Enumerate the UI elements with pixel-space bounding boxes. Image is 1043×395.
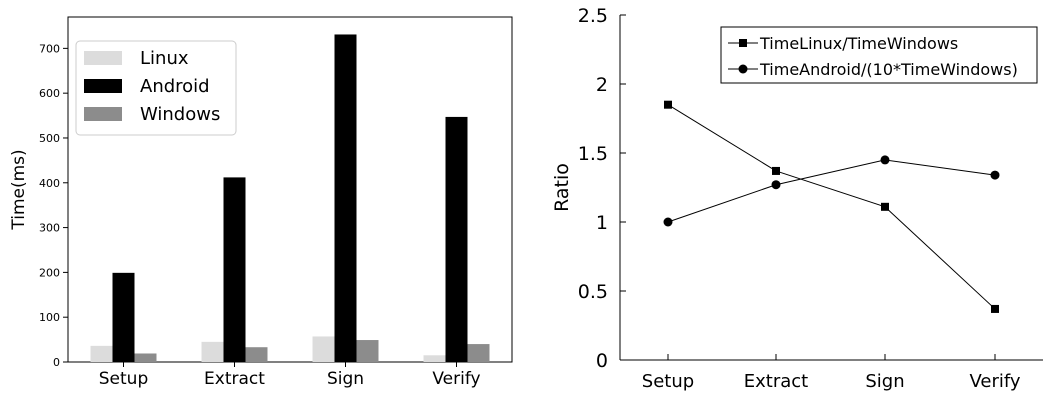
- x-tick-label: Verify: [432, 369, 480, 389]
- legend-box: [720, 26, 1038, 84]
- plot-frame: [67, 16, 513, 363]
- legend-marker-circle: [738, 64, 748, 74]
- y-tick-label: 2.5: [578, 5, 608, 27]
- legend-marker-square: [739, 39, 747, 47]
- bar-android: [223, 177, 246, 362]
- x-tick-label: Verify: [969, 371, 1020, 392]
- x-tick-label: Sign: [327, 369, 364, 389]
- data-point-circle: [990, 170, 1000, 180]
- bar-windows: [134, 353, 157, 362]
- x-tick-label: Extract: [204, 369, 265, 389]
- line-chart-ratio: 0 0.5 1 1.5 2 2.5 Setup Extract Sign Verify Ratio T…: [551, 5, 1043, 392]
- x-tick-label: Setup: [99, 369, 148, 389]
- bar-android: [445, 116, 468, 362]
- y-axis-label: Time(ms): [9, 149, 29, 230]
- data-point-circle: [771, 180, 781, 190]
- legend-swatch-android: [84, 79, 122, 93]
- data-point-square: [881, 202, 889, 211]
- legend-label: Windows: [140, 104, 220, 125]
- x-tick-label: Sign: [865, 371, 904, 392]
- series-line-1: [667, 104, 996, 310]
- series-line-2: [667, 159, 996, 223]
- bar-windows: [245, 347, 268, 362]
- y-tick-label: 0: [596, 350, 608, 372]
- y-tick-label: 700: [39, 42, 60, 55]
- y-tick-label: 0: [53, 356, 60, 369]
- legend-swatch-linux: [84, 51, 122, 65]
- y-tick-label: 300: [39, 222, 60, 235]
- y-tick-label: 2: [596, 74, 608, 96]
- y-tick-label: 600: [39, 87, 60, 100]
- y-tick-label: 1: [596, 212, 608, 234]
- legend-swatch-windows: [84, 107, 122, 121]
- bar-linux: [423, 355, 446, 362]
- data-point-square: [664, 100, 672, 109]
- legend-label: TimeLinux/TimeWindows: [759, 34, 958, 53]
- data-point-circle: [663, 217, 673, 227]
- bar-windows: [467, 344, 490, 362]
- legend-label: TimeAndroid/(10*TimeWindows): [759, 60, 1018, 79]
- bar-android: [334, 34, 357, 362]
- data-point-square: [991, 304, 999, 313]
- bar-android: [112, 272, 135, 362]
- legend-label: Linux: [140, 48, 189, 69]
- bar-windows: [356, 340, 379, 362]
- legend-label: Android: [140, 76, 210, 97]
- y-tick-label: 0.5: [578, 281, 608, 303]
- x-tick-label: Setup: [642, 371, 694, 392]
- y-tick-label: 400: [39, 177, 60, 190]
- y-tick-label: 100: [39, 311, 60, 324]
- bar-linux: [90, 345, 113, 362]
- bar-chart-time: 0 100 200 300 400 500 600 700 Setup Extract Sign Ve…: [9, 16, 513, 389]
- data-point-circle: [880, 155, 890, 165]
- y-tick-label: 200: [39, 266, 60, 279]
- y-tick-label: 1.5: [578, 143, 608, 165]
- x-tick-label: Extract: [744, 371, 808, 392]
- y-axis-label: Ratio: [551, 163, 573, 212]
- y-tick-label: 500: [39, 132, 60, 145]
- bar-linux: [201, 341, 224, 362]
- data-point-square: [772, 166, 780, 175]
- bar-linux: [312, 336, 335, 362]
